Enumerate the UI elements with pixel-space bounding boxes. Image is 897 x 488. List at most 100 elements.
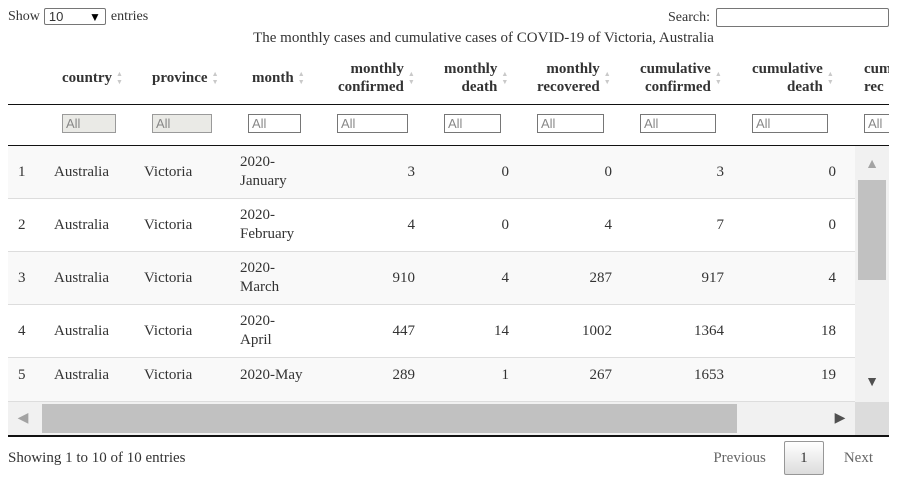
triangle-down-icon[interactable]: ▼ [855,368,889,398]
column-label-line1: cum [864,61,889,77]
filter-cumulative-confirmed[interactable]: All [640,114,716,133]
filter-monthly-death[interactable]: All [444,114,501,133]
search-label: Search: [668,10,710,26]
column-label: province [152,69,208,87]
sort-arrows-icon: ▲ ▼ [715,70,722,86]
filter-monthly-confirmed[interactable]: All [337,114,408,133]
filter-province[interactable]: All [152,114,212,133]
vertical-scrollbar[interactable]: ▲ ▼ [855,146,889,402]
triangle-right-icon[interactable]: ▶ [825,402,855,435]
table-caption: The monthly cases and cumulative cases o… [0,30,897,47]
length-suffix: entries [111,9,148,25]
triangle-up-icon[interactable]: ▲ [855,150,889,180]
cell-monthly-recovered: 267 [529,358,612,392]
column-label: month [252,69,294,87]
cell-monthly-confirmed: 4 [330,199,415,251]
column-header-month[interactable]: month ▲ ▼ [252,52,305,104]
cell-month: 2020- April [240,305,275,357]
filter-cumulative-death[interactable]: All [752,114,828,133]
column-header-province[interactable]: province ▲ ▼ [152,52,219,104]
vertical-scroll-thumb[interactable] [858,180,886,280]
cell-monthly-recovered: 1002 [529,305,612,357]
cell-cumulative-death: 0 [744,146,836,198]
column-header-cumulative-death[interactable]: cumulative death ▲ ▼ [752,52,834,104]
column-label-line1: monthly [444,61,497,77]
table-header: country ▲ ▼ province ▲ ▼ month ▲ ▼ monthly c… [8,52,889,105]
column-label: cum rec [864,60,889,96]
entries-per-page-select[interactable]: 10 ▼ [44,8,106,25]
horizontal-scrollbar[interactable]: ◀ ▶ [8,402,855,435]
cell-monthly-death: 14 [436,305,509,357]
cell-index: 5 [18,358,26,392]
filter-row: All All All All All All All All All [8,105,889,146]
column-label-line1: cumulative [752,61,823,77]
cell-province: Victoria [144,252,192,304]
filter-month[interactable]: All [248,114,301,133]
column-label: cumulative death [752,60,823,96]
table-row: 2 Australia Victoria 2020- February 4 0 4… [8,199,855,252]
cell-monthly-recovered: 0 [529,146,612,198]
filter-monthly-recovered[interactable]: All [537,114,604,133]
horizontal-scroll-thumb[interactable] [42,404,737,433]
column-label: country [62,69,112,87]
cell-country: Australia [54,199,109,251]
cell-month: 2020- January [240,146,287,198]
table-row: 1 Australia Victoria 2020- January 3 0 0 … [8,146,855,199]
length-control: Show 10 ▼ entries [8,8,148,25]
page-1-button[interactable]: 1 [784,441,824,475]
cell-province: Victoria [144,199,192,251]
sort-arrows-icon: ▲ ▼ [827,70,834,86]
triangle-left-icon[interactable]: ◀ [8,402,38,435]
cell-monthly-death: 1 [436,358,509,392]
sort-arrows-icon: ▲ ▼ [116,70,123,86]
cell-monthly-death: 0 [436,146,509,198]
column-header-cumulative-confirmed[interactable]: cumulative confirmed ▲ ▼ [640,52,722,104]
cell-country: Australia [54,252,109,304]
cell-monthly-confirmed: 910 [330,252,415,304]
sort-arrows-icon: ▲ ▼ [604,70,611,86]
cell-index: 1 [18,146,26,198]
cell-month: 2020-May [240,358,303,392]
cell-monthly-death: 4 [436,252,509,304]
column-label-line2: rec [864,79,884,95]
filter-cumulative-recovered[interactable]: All [864,114,889,133]
cell-cumulative-death: 0 [744,199,836,251]
cell-country: Australia [54,358,109,392]
column-header-cumulative-recovered[interactable]: cum rec [864,52,889,104]
column-label-line2: death [787,79,823,95]
entries-per-page-value: 10 [49,9,89,24]
column-label-line2: confirmed [338,79,404,95]
cell-province: Victoria [144,358,192,392]
cell-country: Australia [54,305,109,357]
table-info: Showing 1 to 10 of 10 entries [8,450,186,467]
pagination: Previous 1 Next [703,441,889,475]
cell-province: Victoria [144,146,192,198]
cell-monthly-confirmed: 289 [330,358,415,392]
column-header-monthly-death[interactable]: monthly death ▲ ▼ [444,52,508,104]
cell-cumulative-confirmed: 1364 [632,305,724,357]
cell-cumulative-confirmed: 3 [632,146,724,198]
cell-cumulative-death: 4 [744,252,836,304]
search-input[interactable] [716,8,889,27]
cell-index: 2 [18,199,26,251]
cell-index: 3 [18,252,26,304]
sort-arrows-icon: ▲ ▼ [501,70,508,86]
next-button[interactable]: Next [834,441,889,475]
cell-cumulative-death: 18 [744,305,836,357]
sort-arrows-icon: ▲ ▼ [212,70,219,86]
column-header-country[interactable]: country ▲ ▼ [62,52,123,104]
column-label: monthly confirmed [338,60,404,96]
column-label-line1: monthly [546,61,599,77]
column-label: monthly death [444,60,497,96]
previous-button[interactable]: Previous [703,441,776,475]
cell-monthly-recovered: 287 [529,252,612,304]
sort-arrows-icon: ▲ ▼ [408,70,415,86]
table-row: 4 Australia Victoria 2020- April 447 14 1… [8,305,855,358]
column-header-monthly-confirmed[interactable]: monthly confirmed ▲ ▼ [338,52,415,104]
cell-monthly-recovered: 4 [529,199,612,251]
sort-arrows-icon: ▲ ▼ [298,70,305,86]
column-label-line1: cumulative [640,61,711,77]
cell-index: 4 [18,305,26,357]
filter-country[interactable]: All [62,114,116,133]
column-header-monthly-recovered[interactable]: monthly recovered ▲ ▼ [537,52,611,104]
